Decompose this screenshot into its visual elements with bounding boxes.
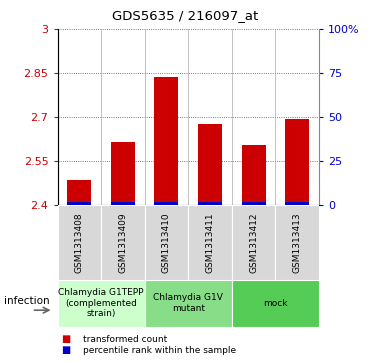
Text: GSM1313412: GSM1313412 [249,212,258,273]
Bar [242,202,266,205]
Text: mock: mock [263,299,288,307]
Text: infection: infection [4,296,49,306]
Text: GSM1313410: GSM1313410 [162,212,171,273]
Text: transformed count: transformed count [83,335,168,344]
Text: GSM1313411: GSM1313411 [206,212,214,273]
Bar [111,202,135,205]
Bar [67,180,91,205]
Text: Chlamydia G1TEPP
(complemented
strain): Chlamydia G1TEPP (complemented strain) [58,288,144,318]
Bar [285,202,309,205]
Bar [198,125,222,205]
Bar [58,280,145,327]
Bar [232,280,319,327]
Text: GSM1313413: GSM1313413 [293,212,302,273]
Bar [154,202,178,205]
Bar [188,205,232,280]
Text: percentile rank within the sample: percentile rank within the sample [83,346,237,355]
Bar [275,205,319,280]
Text: Chlamydia G1V
mutant: Chlamydia G1V mutant [153,293,223,313]
Bar [145,205,188,280]
Bar [242,145,266,205]
Text: ■: ■ [61,334,70,344]
Bar [145,280,232,327]
Bar [232,205,276,280]
Bar [101,205,145,280]
Bar [67,202,91,205]
Bar [285,119,309,205]
Text: GSM1313408: GSM1313408 [75,212,84,273]
Text: GDS5635 / 216097_at: GDS5635 / 216097_at [112,9,259,22]
Bar [198,202,222,205]
Text: ■: ■ [61,345,70,355]
Bar [58,205,101,280]
Bar [154,77,178,205]
Bar [111,142,135,205]
Text: GSM1313409: GSM1313409 [118,212,127,273]
